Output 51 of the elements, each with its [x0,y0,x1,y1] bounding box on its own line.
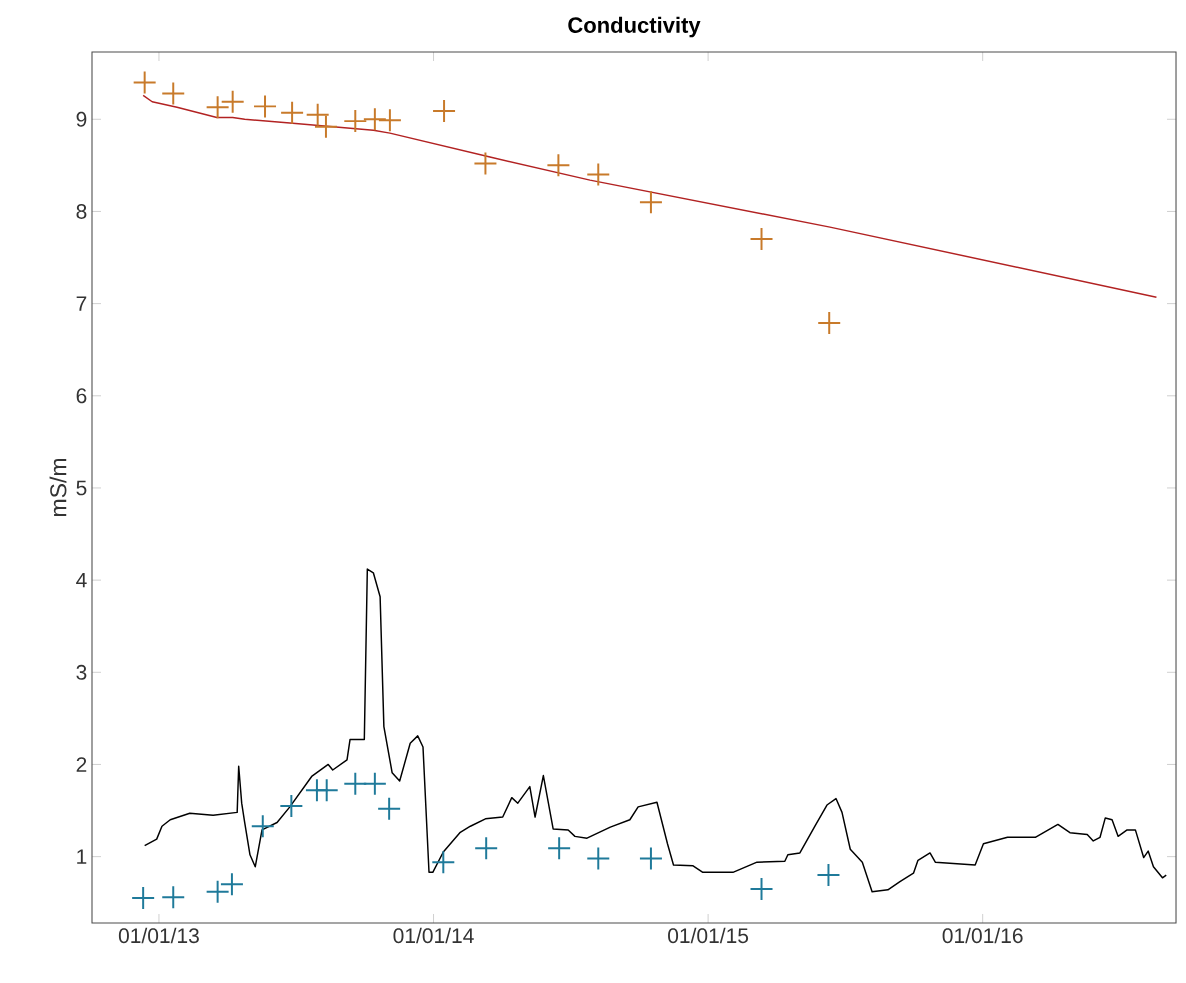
point [750,228,773,251]
point [639,847,662,870]
point [206,96,229,119]
y-tick-label: 5 [76,480,87,496]
point [433,99,456,122]
point [254,95,277,118]
y-tick-label: 3 [76,664,87,680]
point [639,191,662,214]
y-tick-label: 8 [76,204,87,219]
x-tick-label: 01/01/13 [118,927,199,944]
x-tick-label: 01/01/14 [393,927,474,944]
y-tick-label: 2 [76,757,87,772]
point [587,163,610,186]
point [547,154,570,177]
point [548,837,571,860]
point [132,887,155,910]
point [220,873,243,896]
point [378,109,401,132]
point [378,797,401,820]
point [363,772,386,795]
x-tick-label: 01/01/15 [668,927,749,944]
y-tick-label: 7 [76,296,87,311]
point [315,779,338,802]
point [314,115,337,138]
point [281,101,304,124]
point [344,110,367,133]
point [251,815,274,838]
point [432,851,455,874]
point [750,877,773,900]
y-tick-label: 1 [77,849,87,864]
point [133,71,156,94]
y-tick-label: 4 [76,572,87,588]
y-tick-label: 6 [76,388,87,404]
point [280,794,303,817]
point [206,880,229,903]
point [306,103,329,126]
point [474,152,497,175]
y-axis-title: mS/m [49,458,67,516]
line-series [143,568,1167,893]
point [344,772,367,795]
point [162,886,185,909]
y-tick-label: 9 [76,111,87,127]
point [162,82,185,105]
chart-title: Conductivity [568,16,701,38]
point [818,311,841,334]
x-tick-label: 01/01/16 [942,927,1023,944]
point [221,90,244,113]
point [475,837,498,860]
point [817,864,840,887]
point [587,847,610,870]
point [363,108,386,131]
